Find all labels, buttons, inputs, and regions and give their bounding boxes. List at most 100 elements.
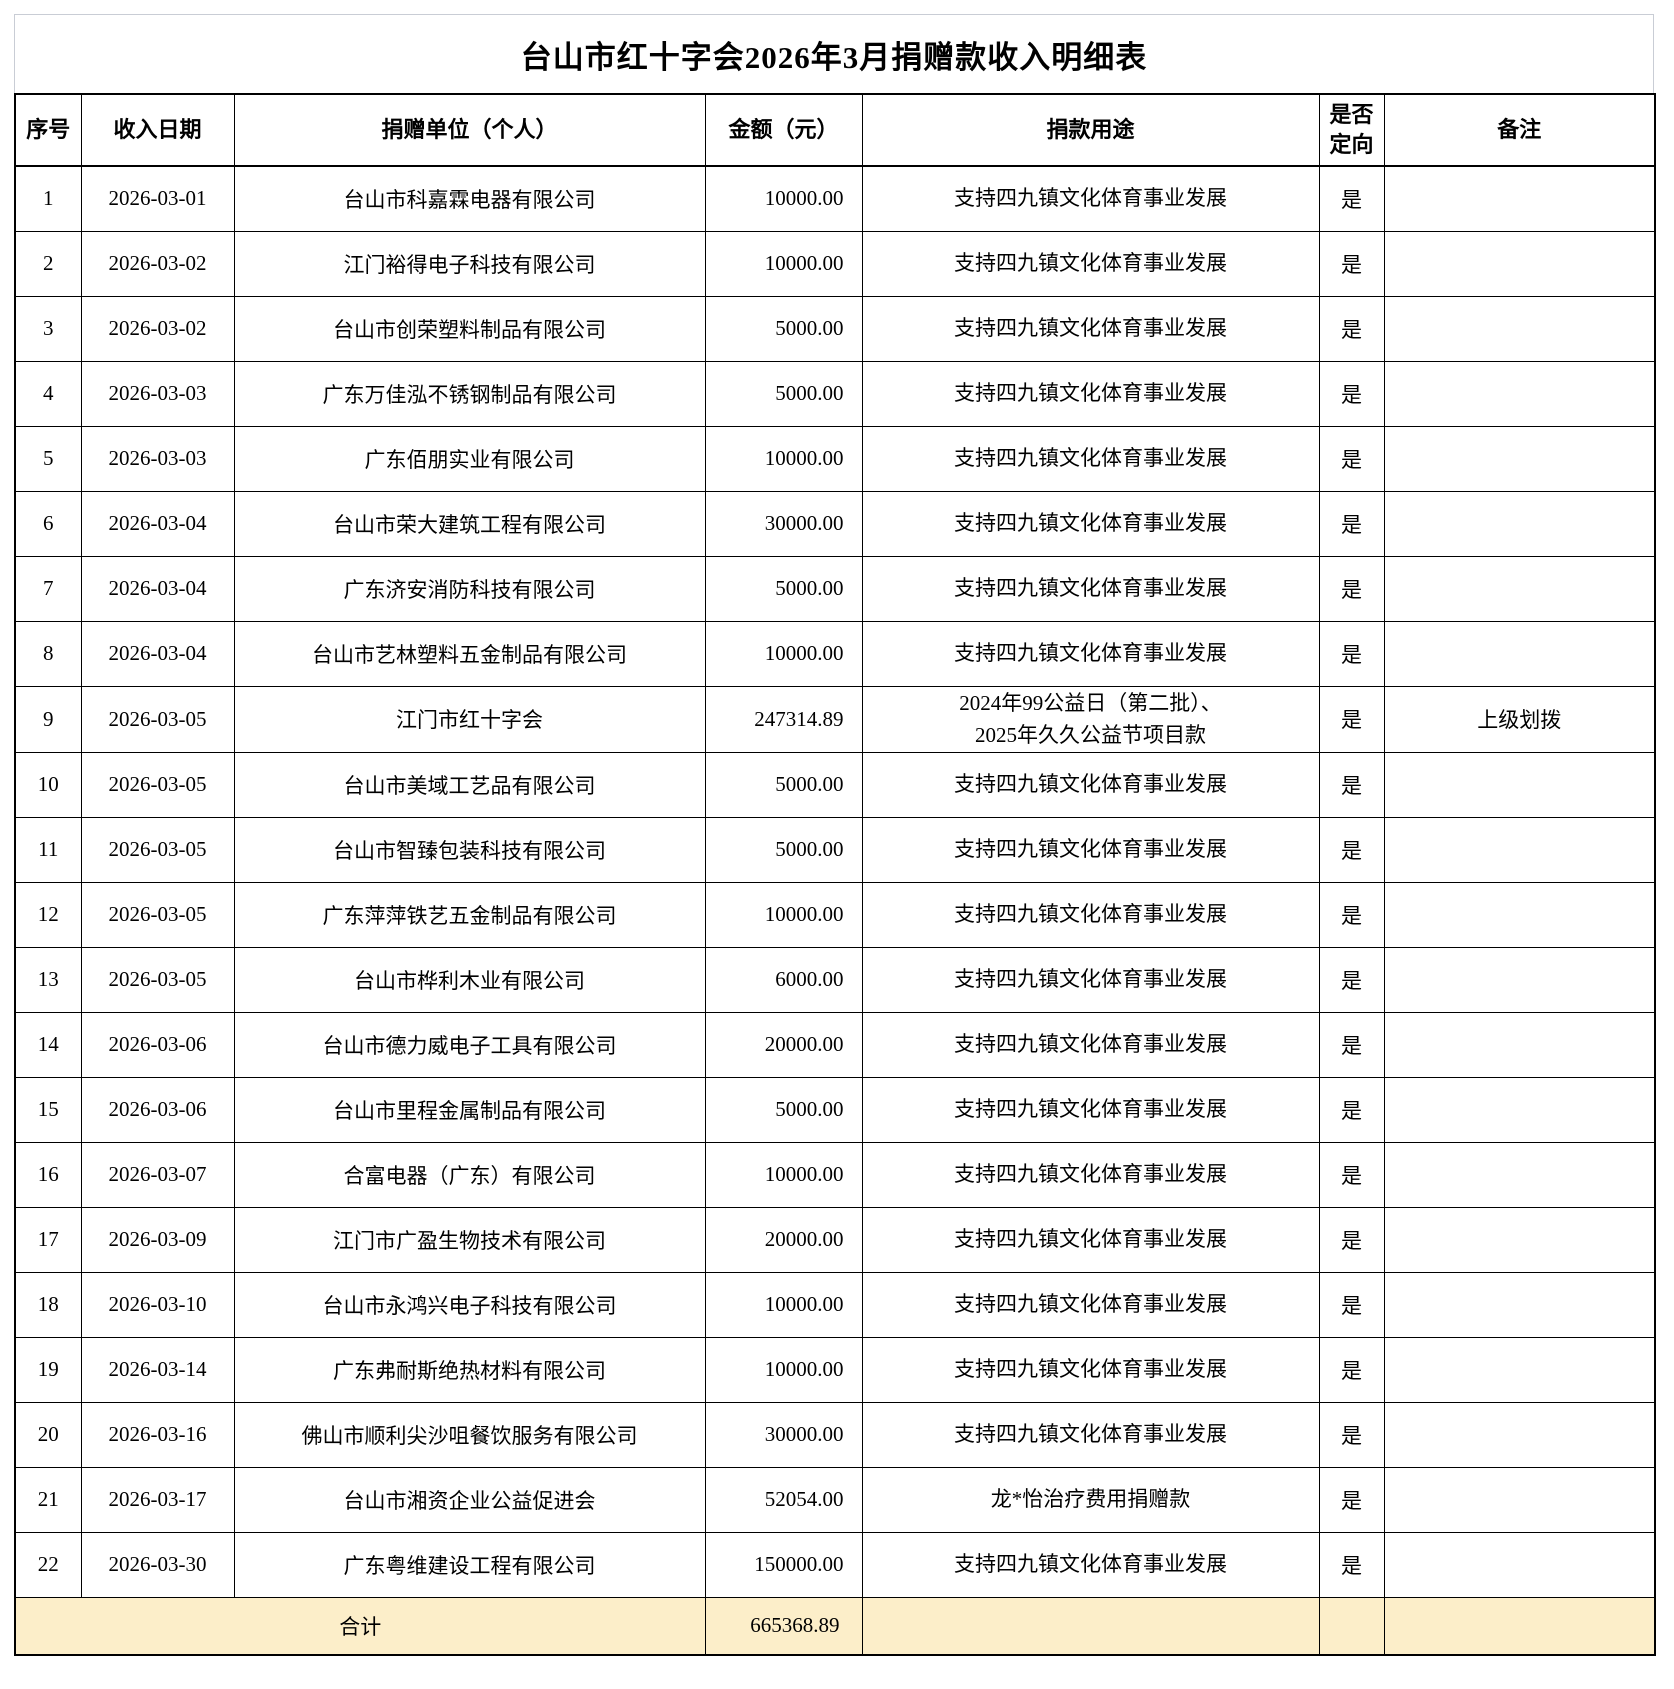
purpose-cell: 支持四九镇文化体育事业发展	[861, 1401, 1320, 1468]
date-cell: 2026-03-14	[80, 1336, 235, 1403]
amount-cell: 10000.00	[704, 881, 863, 948]
directed-cell: 是	[1318, 165, 1385, 232]
note-cell	[1383, 751, 1656, 818]
donor-cell: 台山市永鸿兴电子科技有限公司	[233, 1271, 706, 1338]
amount-cell: 5000.00	[704, 816, 863, 883]
table-row: 1 2026-03-01 台山市科嘉霖电器有限公司 10000.00 支持四九镇…	[14, 165, 1656, 232]
amount-cell: 10000.00	[704, 1141, 863, 1208]
donor-cell: 台山市创荣塑料制品有限公司	[233, 295, 706, 362]
donor-cell: 江门市红十字会	[233, 685, 706, 753]
note-cell	[1383, 816, 1656, 883]
note-cell	[1383, 230, 1656, 297]
date-cell: 2026-03-09	[80, 1206, 235, 1273]
amount-cell: 20000.00	[704, 1011, 863, 1078]
date-cell: 2026-03-05	[80, 946, 235, 1013]
date-cell: 2026-03-07	[80, 1141, 235, 1208]
amount-cell: 5000.00	[704, 360, 863, 427]
header-note: 备注	[1383, 93, 1656, 167]
date-cell: 2026-03-04	[80, 620, 235, 687]
purpose-cell: 支持四九镇文化体育事业发展	[861, 1011, 1320, 1078]
row-index-cell: 7	[14, 555, 82, 622]
directed-cell: 是	[1318, 1336, 1385, 1403]
directed-cell: 是	[1318, 555, 1385, 622]
directed-cell: 是	[1318, 295, 1385, 362]
note-cell	[1383, 1076, 1656, 1143]
date-cell: 2026-03-04	[80, 490, 235, 557]
row-index-cell: 2	[14, 230, 82, 297]
header-amount: 金额（元）	[704, 93, 863, 167]
donor-cell: 台山市湘资企业公益促进会	[233, 1466, 706, 1533]
purpose-cell: 支持四九镇文化体育事业发展	[861, 881, 1320, 948]
donation-sheet: 台山市红十字会2026年3月捐赠款收入明细表 序号 收入日期 捐赠单位（个人） …	[14, 14, 1656, 1657]
row-index-cell: 15	[14, 1076, 82, 1143]
table-row: 20 2026-03-16 佛山市顺利尖沙咀餐饮服务有限公司 30000.00 …	[14, 1401, 1656, 1468]
table-row: 21 2026-03-17 台山市湘资企业公益促进会 52054.00 龙*怡治…	[14, 1466, 1656, 1533]
purpose-cell: 支持四九镇文化体育事业发展	[861, 1336, 1320, 1403]
row-index-cell: 3	[14, 295, 82, 362]
directed-cell: 是	[1318, 751, 1385, 818]
purpose-cell: 龙*怡治疗费用捐赠款	[861, 1466, 1320, 1533]
row-index-cell: 18	[14, 1271, 82, 1338]
row-index-cell: 8	[14, 620, 82, 687]
note-cell	[1383, 425, 1656, 492]
directed-cell: 是	[1318, 425, 1385, 492]
directed-cell: 是	[1318, 1206, 1385, 1273]
table-row: 10 2026-03-05 台山市美域工艺品有限公司 5000.00 支持四九镇…	[14, 751, 1656, 818]
table-row: 2 2026-03-02 江门裕得电子科技有限公司 10000.00 支持四九镇…	[14, 230, 1656, 297]
table-footer: 合计 665368.89	[14, 1596, 1656, 1656]
purpose-cell: 支持四九镇文化体育事业发展	[861, 360, 1320, 427]
date-cell: 2026-03-05	[80, 816, 235, 883]
purpose-cell: 支持四九镇文化体育事业发展	[861, 1206, 1320, 1273]
donor-cell: 广东弗耐斯绝热材料有限公司	[233, 1336, 706, 1403]
row-index-cell: 16	[14, 1141, 82, 1208]
purpose-cell: 支持四九镇文化体育事业发展	[861, 816, 1320, 883]
donor-cell: 台山市荣大建筑工程有限公司	[233, 490, 706, 557]
table-row: 16 2026-03-07 合富电器（广东）有限公司 10000.00 支持四九…	[14, 1141, 1656, 1208]
date-cell: 2026-03-30	[80, 1531, 235, 1598]
directed-cell: 是	[1318, 620, 1385, 687]
donor-cell: 台山市智臻包装科技有限公司	[233, 816, 706, 883]
purpose-cell: 支持四九镇文化体育事业发展	[861, 1531, 1320, 1598]
note-cell	[1383, 1336, 1656, 1403]
purpose-cell: 支持四九镇文化体育事业发展	[861, 1141, 1320, 1208]
directed-cell: 是	[1318, 946, 1385, 1013]
donor-cell: 广东粤维建设工程有限公司	[233, 1531, 706, 1598]
donor-cell: 台山市科嘉霖电器有限公司	[233, 165, 706, 232]
note-cell	[1383, 946, 1656, 1013]
table-row: 22 2026-03-30 广东粤维建设工程有限公司 150000.00 支持四…	[14, 1531, 1656, 1598]
total-row: 合计 665368.89	[14, 1596, 1656, 1656]
header-date: 收入日期	[80, 93, 235, 167]
row-index-cell: 22	[14, 1531, 82, 1598]
table-body: 1 2026-03-01 台山市科嘉霖电器有限公司 10000.00 支持四九镇…	[14, 165, 1656, 1598]
amount-cell: 5000.00	[704, 751, 863, 818]
date-cell: 2026-03-05	[80, 751, 235, 818]
purpose-cell: 2024年99公益日（第二批）、 2025年久久公益节项目款	[861, 685, 1320, 753]
table-row: 15 2026-03-06 台山市里程金属制品有限公司 5000.00 支持四九…	[14, 1076, 1656, 1143]
amount-cell: 10000.00	[704, 620, 863, 687]
amount-cell: 247314.89	[704, 685, 863, 753]
donor-cell: 广东佰朋实业有限公司	[233, 425, 706, 492]
note-cell: 上级划拨	[1383, 685, 1656, 753]
purpose-cell: 支持四九镇文化体育事业发展	[861, 555, 1320, 622]
purpose-cell: 支持四九镇文化体育事业发展	[861, 165, 1320, 232]
page-title: 台山市红十字会2026年3月捐赠款收入明细表	[14, 14, 1654, 93]
row-index-cell: 10	[14, 751, 82, 818]
donor-cell: 江门裕得电子科技有限公司	[233, 230, 706, 297]
header-purpose: 捐款用途	[861, 93, 1320, 167]
note-cell	[1383, 555, 1656, 622]
directed-cell: 是	[1318, 1271, 1385, 1338]
directed-cell: 是	[1318, 685, 1385, 753]
directed-cell: 是	[1318, 1076, 1385, 1143]
date-cell: 2026-03-06	[80, 1011, 235, 1078]
note-cell	[1383, 1531, 1656, 1598]
total-label: 合计	[14, 1596, 706, 1656]
row-index-cell: 5	[14, 425, 82, 492]
date-cell: 2026-03-02	[80, 295, 235, 362]
directed-cell: 是	[1318, 1141, 1385, 1208]
amount-cell: 6000.00	[704, 946, 863, 1013]
date-cell: 2026-03-05	[80, 685, 235, 753]
table-row: 7 2026-03-04 广东济安消防科技有限公司 5000.00 支持四九镇文…	[14, 555, 1656, 622]
row-index-cell: 4	[14, 360, 82, 427]
directed-cell: 是	[1318, 881, 1385, 948]
date-cell: 2026-03-03	[80, 425, 235, 492]
